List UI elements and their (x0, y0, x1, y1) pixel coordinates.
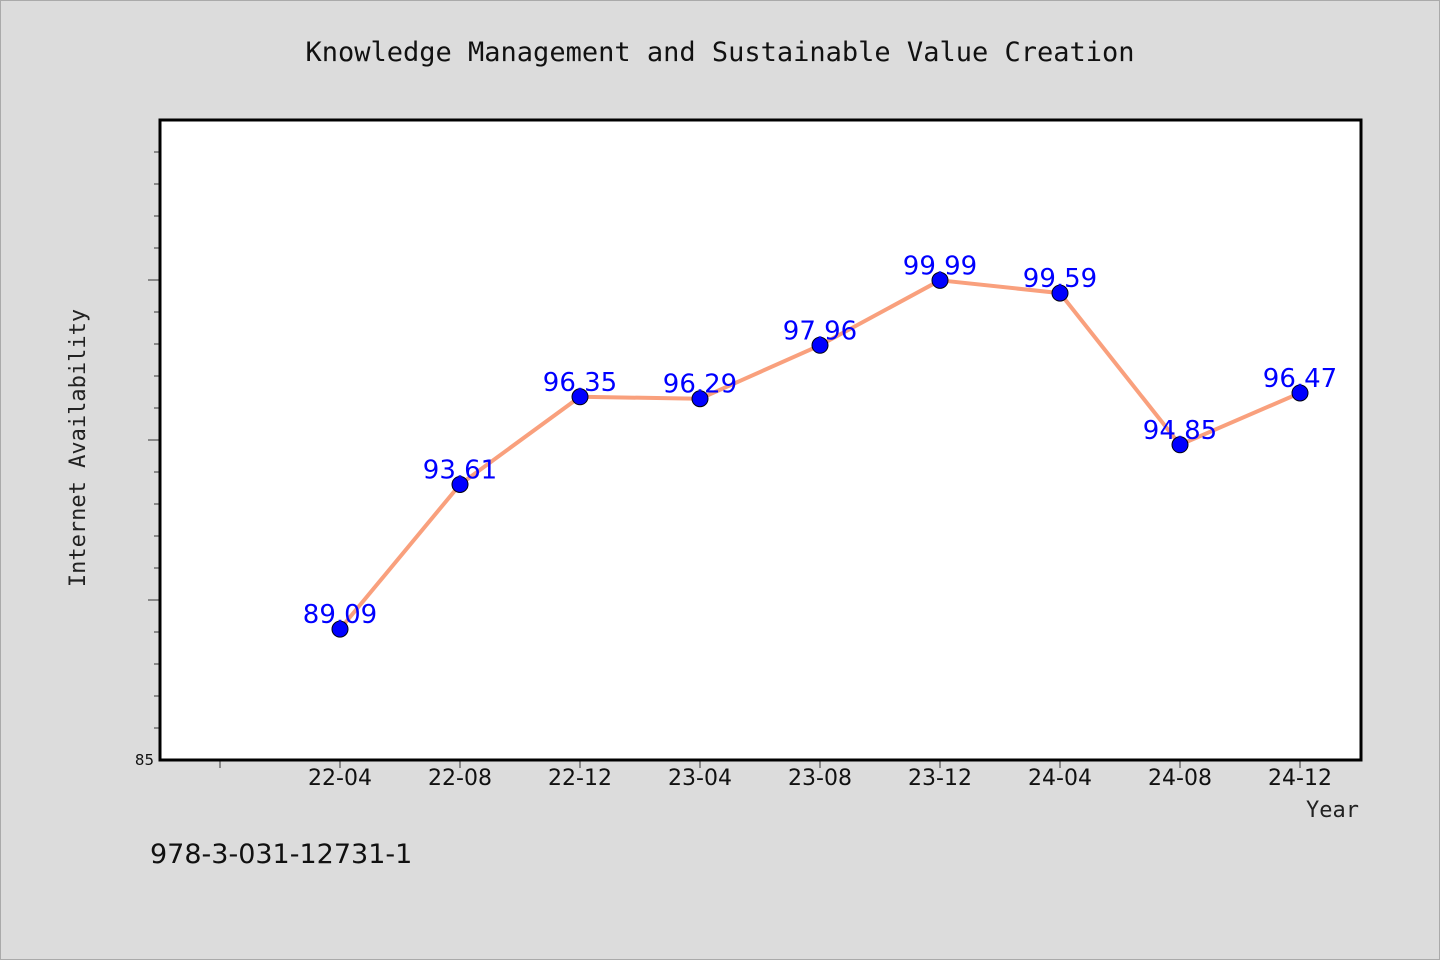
data-label: 96.47 (1263, 364, 1337, 394)
data-label: 94.85 (1143, 416, 1217, 446)
data-point (1051, 284, 1069, 302)
x-tick-label: 22-04 (308, 766, 372, 791)
y-axis-label: Internet Availability (66, 309, 91, 587)
data-label: 97.96 (783, 316, 857, 346)
data-label: 96.29 (663, 370, 737, 400)
data-label: 96.35 (543, 368, 617, 398)
chart-title: Knowledge Management and Sustainable Val… (305, 37, 1134, 68)
data-point (1171, 436, 1189, 454)
data-point (691, 390, 709, 408)
plot-area (160, 120, 1361, 760)
data-point (811, 336, 829, 354)
isbn-footnote: 978-3-031-12731-1 (150, 839, 412, 870)
data-point (931, 271, 949, 289)
y-tick-label: 85 (135, 751, 154, 769)
x-tick-label: 24-04 (1028, 766, 1092, 791)
x-tick-label: 23-12 (908, 766, 972, 791)
plot-frame (158, 118, 1363, 762)
x-tick-label: 24-12 (1268, 766, 1332, 791)
x-tick-label: 22-12 (548, 766, 612, 791)
x-tick-label: 23-08 (788, 766, 852, 791)
data-label: 89.09 (303, 600, 377, 630)
data-point (331, 620, 349, 638)
data-label: 99.99 (903, 251, 977, 281)
x-tick-label: 23-04 (668, 766, 732, 791)
x-axis-label: Year (1306, 798, 1359, 823)
data-point (1291, 384, 1309, 402)
data-label: 99.59 (1023, 264, 1097, 294)
x-tick-label: 22-08 (428, 766, 492, 791)
data-label: 93.61 (423, 455, 497, 485)
x-tick-label: 24-08 (1148, 766, 1212, 791)
data-point (451, 475, 469, 493)
x-axis: 22-04 22-08 22-12 23-04 23-08 23-12 24-04 24-08… (219, 760, 1332, 791)
series-layer: 89.09 93.61 96.35 96.29 97.96 99.99 99.59 94.85… (303, 251, 1337, 638)
data-point (571, 388, 589, 406)
